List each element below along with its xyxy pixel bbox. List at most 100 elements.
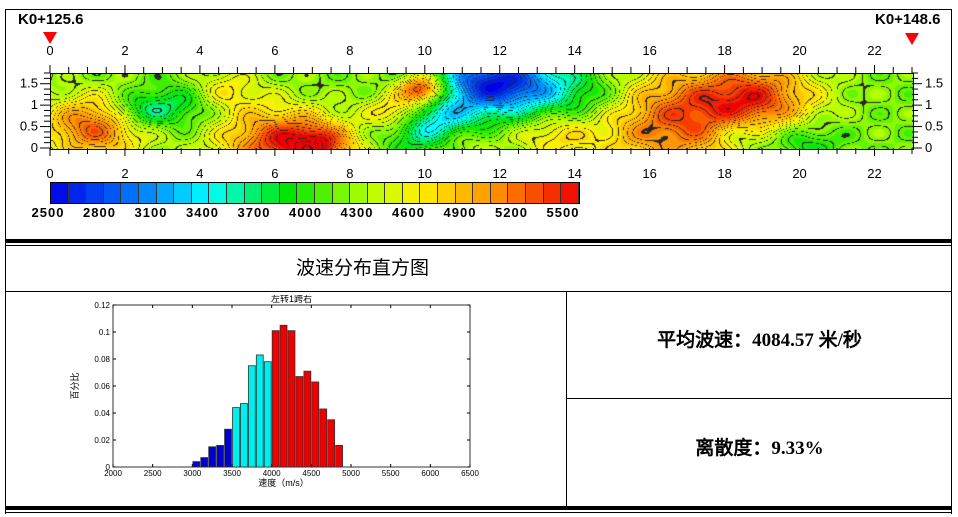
x-tick-label-top: 2 xyxy=(121,43,128,58)
histogram-section-title: 波速分布直方图 xyxy=(295,258,429,279)
start-marker-icon xyxy=(43,32,57,44)
colorbar-label: 2500 xyxy=(31,205,65,220)
y-tick-label-left: 1 xyxy=(31,97,38,112)
start-station-label: K0+125.6 xyxy=(18,11,84,28)
histogram-bar xyxy=(319,408,328,468)
end-station-label: K0+148.6 xyxy=(875,11,941,28)
x-tick-label-bottom: 10 xyxy=(418,166,432,181)
histogram-bar xyxy=(279,324,288,468)
x-tick-label-top: 18 xyxy=(717,43,731,58)
x-tick-label-top: 22 xyxy=(867,43,881,58)
x-tick-label-top: 16 xyxy=(642,43,656,58)
histogram-bar xyxy=(287,330,296,468)
y-tick-label-left: 0 xyxy=(31,140,38,155)
velocity-contour-map xyxy=(50,73,914,150)
colorbar-label: 3700 xyxy=(237,205,271,220)
x-tick-label: 4500 xyxy=(302,469,320,478)
colorbar-label: 4600 xyxy=(392,205,425,220)
colorbar-cell xyxy=(121,183,139,203)
y-tick-label-right: 0.5 xyxy=(925,119,943,134)
colorbar-cell xyxy=(490,183,509,203)
colorbar-label: 3400 xyxy=(186,205,219,220)
x-tick-label: 3000 xyxy=(183,469,201,478)
histogram-bar xyxy=(240,403,248,468)
y-tick-label: 0.02 xyxy=(94,436,110,445)
histogram-bar xyxy=(247,365,256,468)
colorbar-cell xyxy=(508,183,527,203)
x-tick-label-top: 0 xyxy=(46,43,53,58)
x-tick-label-bottom: 2 xyxy=(121,166,128,181)
colorbar-cell xyxy=(543,183,562,203)
colorbar-cell xyxy=(209,183,227,203)
x-tick-label-top: 20 xyxy=(792,43,806,58)
colorbar-cell xyxy=(103,183,122,203)
colorbar-cell xyxy=(297,183,315,203)
histogram-bar xyxy=(327,419,336,468)
x-tick-label: 2500 xyxy=(144,469,162,478)
colorbar-label: 5500 xyxy=(546,205,580,220)
x-tick-label-top: 6 xyxy=(271,43,278,58)
colorbar-cell xyxy=(438,183,456,203)
frame-left xyxy=(5,9,6,514)
divider-thin-2 xyxy=(5,512,952,513)
histogram-bar xyxy=(335,444,343,468)
x-tick-label-bottom: 12 xyxy=(493,166,507,181)
x-tick-label: 6500 xyxy=(461,469,479,478)
dispersion-stat: 离散度：9.33% xyxy=(695,438,824,459)
colorbar-cell xyxy=(279,183,298,203)
colorbar-label: 4300 xyxy=(340,205,374,220)
divider-vertical xyxy=(566,291,567,507)
y-tick-label: 0.04 xyxy=(94,409,110,418)
colorbar-label: 4000 xyxy=(289,205,322,220)
colorbar-cell xyxy=(191,183,210,203)
colorbar-labels: 2500 2800 3100 3400 3700 4000 4300 4600 4900 5200… xyxy=(0,205,958,221)
divider-thick-1 xyxy=(5,239,952,243)
y-tick-label: 0.08 xyxy=(94,355,110,364)
frame-top xyxy=(5,9,952,10)
colorbar-cell xyxy=(402,183,421,203)
colorbar-cell xyxy=(420,183,439,203)
colorbar-cell xyxy=(86,183,104,203)
x-tick-label: 5000 xyxy=(342,469,360,478)
histogram-bar xyxy=(311,381,320,468)
x-tick-label-bottom: 16 xyxy=(642,166,656,181)
colorbar-cell xyxy=(561,183,579,203)
x-tick-label-top: 8 xyxy=(346,43,353,58)
x-tick-label-bottom: 14 xyxy=(567,166,581,181)
colorbar-cell xyxy=(455,183,474,203)
x-tick-label-top: 12 xyxy=(493,43,507,58)
colorbar-cell xyxy=(367,183,386,203)
end-marker-icon xyxy=(905,33,919,45)
y-tick-label: 0.12 xyxy=(94,301,110,310)
x-tick-label-bottom: 4 xyxy=(196,166,203,181)
colorbar-cell xyxy=(156,183,175,203)
histogram-bar xyxy=(200,457,209,468)
colorbar-cell xyxy=(314,183,333,203)
x-tick-label-top: 4 xyxy=(196,43,203,58)
y-tick-label: 0.06 xyxy=(94,382,110,391)
x-tick-label: 4000 xyxy=(263,469,281,478)
x-tick-label-bottom: 8 xyxy=(346,166,353,181)
divider-thin-1 xyxy=(5,245,952,246)
colorbar-cell xyxy=(51,183,69,203)
x-tick-label-bottom: 22 xyxy=(867,166,881,181)
divider-2 xyxy=(5,291,952,292)
x-tick-label-bottom: 6 xyxy=(271,166,278,181)
x-tick-label: 2000 xyxy=(104,469,122,478)
histogram-bar xyxy=(224,428,232,468)
y-tick-label-right: 1 xyxy=(925,97,932,112)
histogram-bar xyxy=(295,376,304,468)
colorbar-cell xyxy=(350,183,368,203)
colorbar-cell xyxy=(174,183,192,203)
x-tick-label: 6000 xyxy=(421,469,439,478)
colorbar-cell xyxy=(138,183,157,203)
x-tick-label-top: 14 xyxy=(567,43,581,58)
colorbar-cell xyxy=(473,183,491,203)
colorbar-cell xyxy=(262,183,280,203)
x-tick-label-top: 10 xyxy=(418,43,432,58)
chart-title: 左转1跨右 xyxy=(271,295,312,304)
histogram-bar xyxy=(263,361,272,468)
colorbar-label: 2800 xyxy=(83,205,116,220)
colorbar-cell xyxy=(385,183,403,203)
y-axis-label: 百分比 xyxy=(69,372,80,399)
